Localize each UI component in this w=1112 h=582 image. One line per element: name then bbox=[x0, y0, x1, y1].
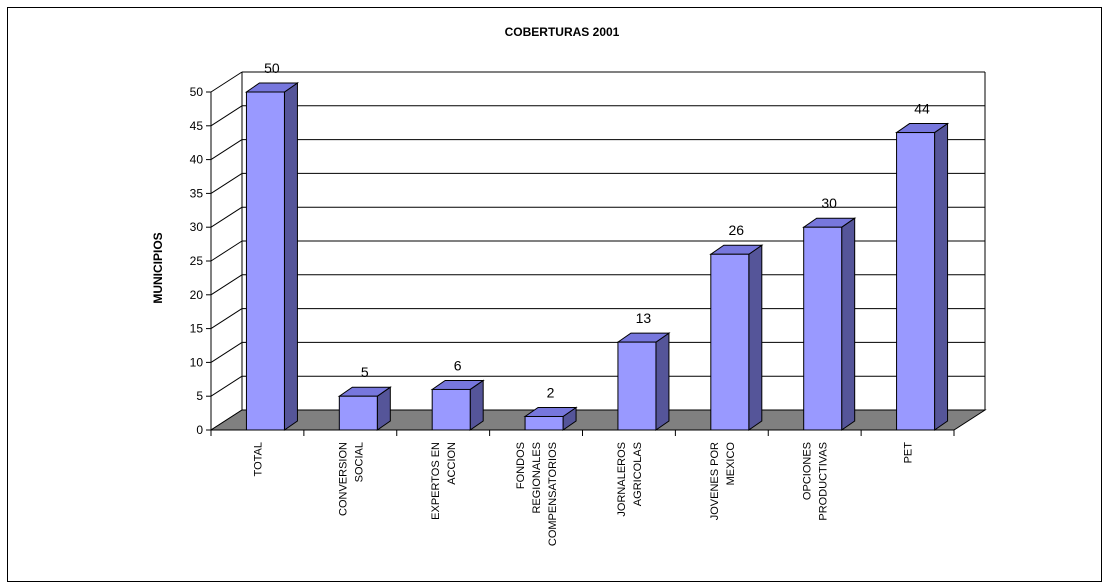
bar-value-label: 2 bbox=[547, 384, 555, 400]
bar bbox=[802, 217, 857, 431]
gridline-side bbox=[210, 308, 243, 330]
chart-title: COBERTURAS 2001 bbox=[505, 25, 620, 39]
bar-side bbox=[841, 217, 856, 431]
bar bbox=[894, 122, 950, 431]
category-label: TOTAL bbox=[252, 442, 264, 476]
y-tick-label: 40 bbox=[190, 153, 204, 167]
bar-value-label: 26 bbox=[729, 222, 745, 238]
bar-front bbox=[710, 253, 750, 431]
bar-front bbox=[803, 226, 843, 431]
category-label: JORNALEROS AGRICOLAS bbox=[616, 442, 644, 517]
gridline-side bbox=[210, 71, 243, 93]
y-tick-label: 15 bbox=[190, 322, 204, 336]
bar-value-label: 50 bbox=[264, 60, 280, 76]
gridline-side bbox=[210, 375, 243, 397]
bar bbox=[337, 386, 392, 431]
y-tick-label: 0 bbox=[196, 423, 203, 437]
gridline-side bbox=[210, 105, 243, 127]
bar bbox=[244, 82, 300, 431]
gridline-side bbox=[210, 206, 243, 228]
bar-front bbox=[338, 395, 378, 431]
category-label: EXPERTOS EN ACCION bbox=[430, 442, 458, 520]
bar bbox=[616, 332, 671, 431]
gridline-side bbox=[210, 341, 243, 363]
bar-value-label: 13 bbox=[636, 310, 652, 326]
bar bbox=[523, 406, 578, 431]
bar-front bbox=[617, 341, 657, 431]
gridline-side bbox=[210, 274, 243, 296]
chart-floor bbox=[209, 409, 987, 431]
bar-value-label: 5 bbox=[361, 364, 369, 380]
bar-side bbox=[934, 122, 949, 431]
bar-side bbox=[748, 244, 763, 431]
y-tick-label: 30 bbox=[190, 220, 204, 234]
gridline-side bbox=[210, 139, 243, 161]
y-tick-label: 35 bbox=[190, 186, 204, 200]
category-label: FONDOS REGIONALES COMPENSATORIOS bbox=[515, 442, 559, 546]
bar-side bbox=[655, 332, 670, 431]
category-label: OPCIONES PRODUCTIVAS bbox=[802, 442, 830, 521]
bar bbox=[709, 244, 764, 431]
bar-front bbox=[896, 132, 936, 431]
y-tick-label: 20 bbox=[190, 288, 204, 302]
bar-value-label: 30 bbox=[821, 195, 837, 211]
y-tick-label: 10 bbox=[190, 355, 204, 369]
gridline-side bbox=[210, 172, 243, 194]
y-axis-label: MUNICIPIOS bbox=[151, 232, 165, 303]
bar-front bbox=[431, 388, 471, 431]
y-tick-label: 50 bbox=[190, 85, 204, 99]
bar-value-label: 6 bbox=[454, 357, 462, 373]
category-label: CONVERSION SOCIAL bbox=[337, 442, 365, 516]
category-label: PET bbox=[903, 442, 915, 464]
bar-side bbox=[283, 82, 298, 431]
y-tick-label: 5 bbox=[196, 389, 203, 403]
gridline-side bbox=[210, 240, 243, 262]
y-tick-label: 45 bbox=[190, 119, 204, 133]
bar-front bbox=[524, 415, 564, 431]
y-tick-label: 25 bbox=[190, 254, 204, 268]
bar-front bbox=[245, 91, 285, 431]
bar bbox=[430, 379, 485, 431]
bar-value-label: 44 bbox=[914, 101, 930, 117]
category-label: JOVENES POR MEXICO bbox=[709, 442, 737, 521]
